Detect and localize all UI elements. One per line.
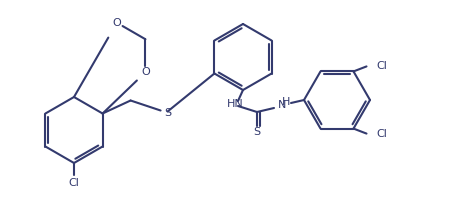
Text: O: O [113,18,121,28]
Text: S: S [253,127,261,137]
Text: O: O [141,67,150,77]
Text: Cl: Cl [377,129,387,139]
Text: H: H [282,97,290,107]
Text: Cl: Cl [68,178,79,188]
Text: HN: HN [227,99,243,109]
Text: S: S [165,107,172,117]
Text: N: N [278,100,287,110]
Text: Cl: Cl [377,61,387,71]
